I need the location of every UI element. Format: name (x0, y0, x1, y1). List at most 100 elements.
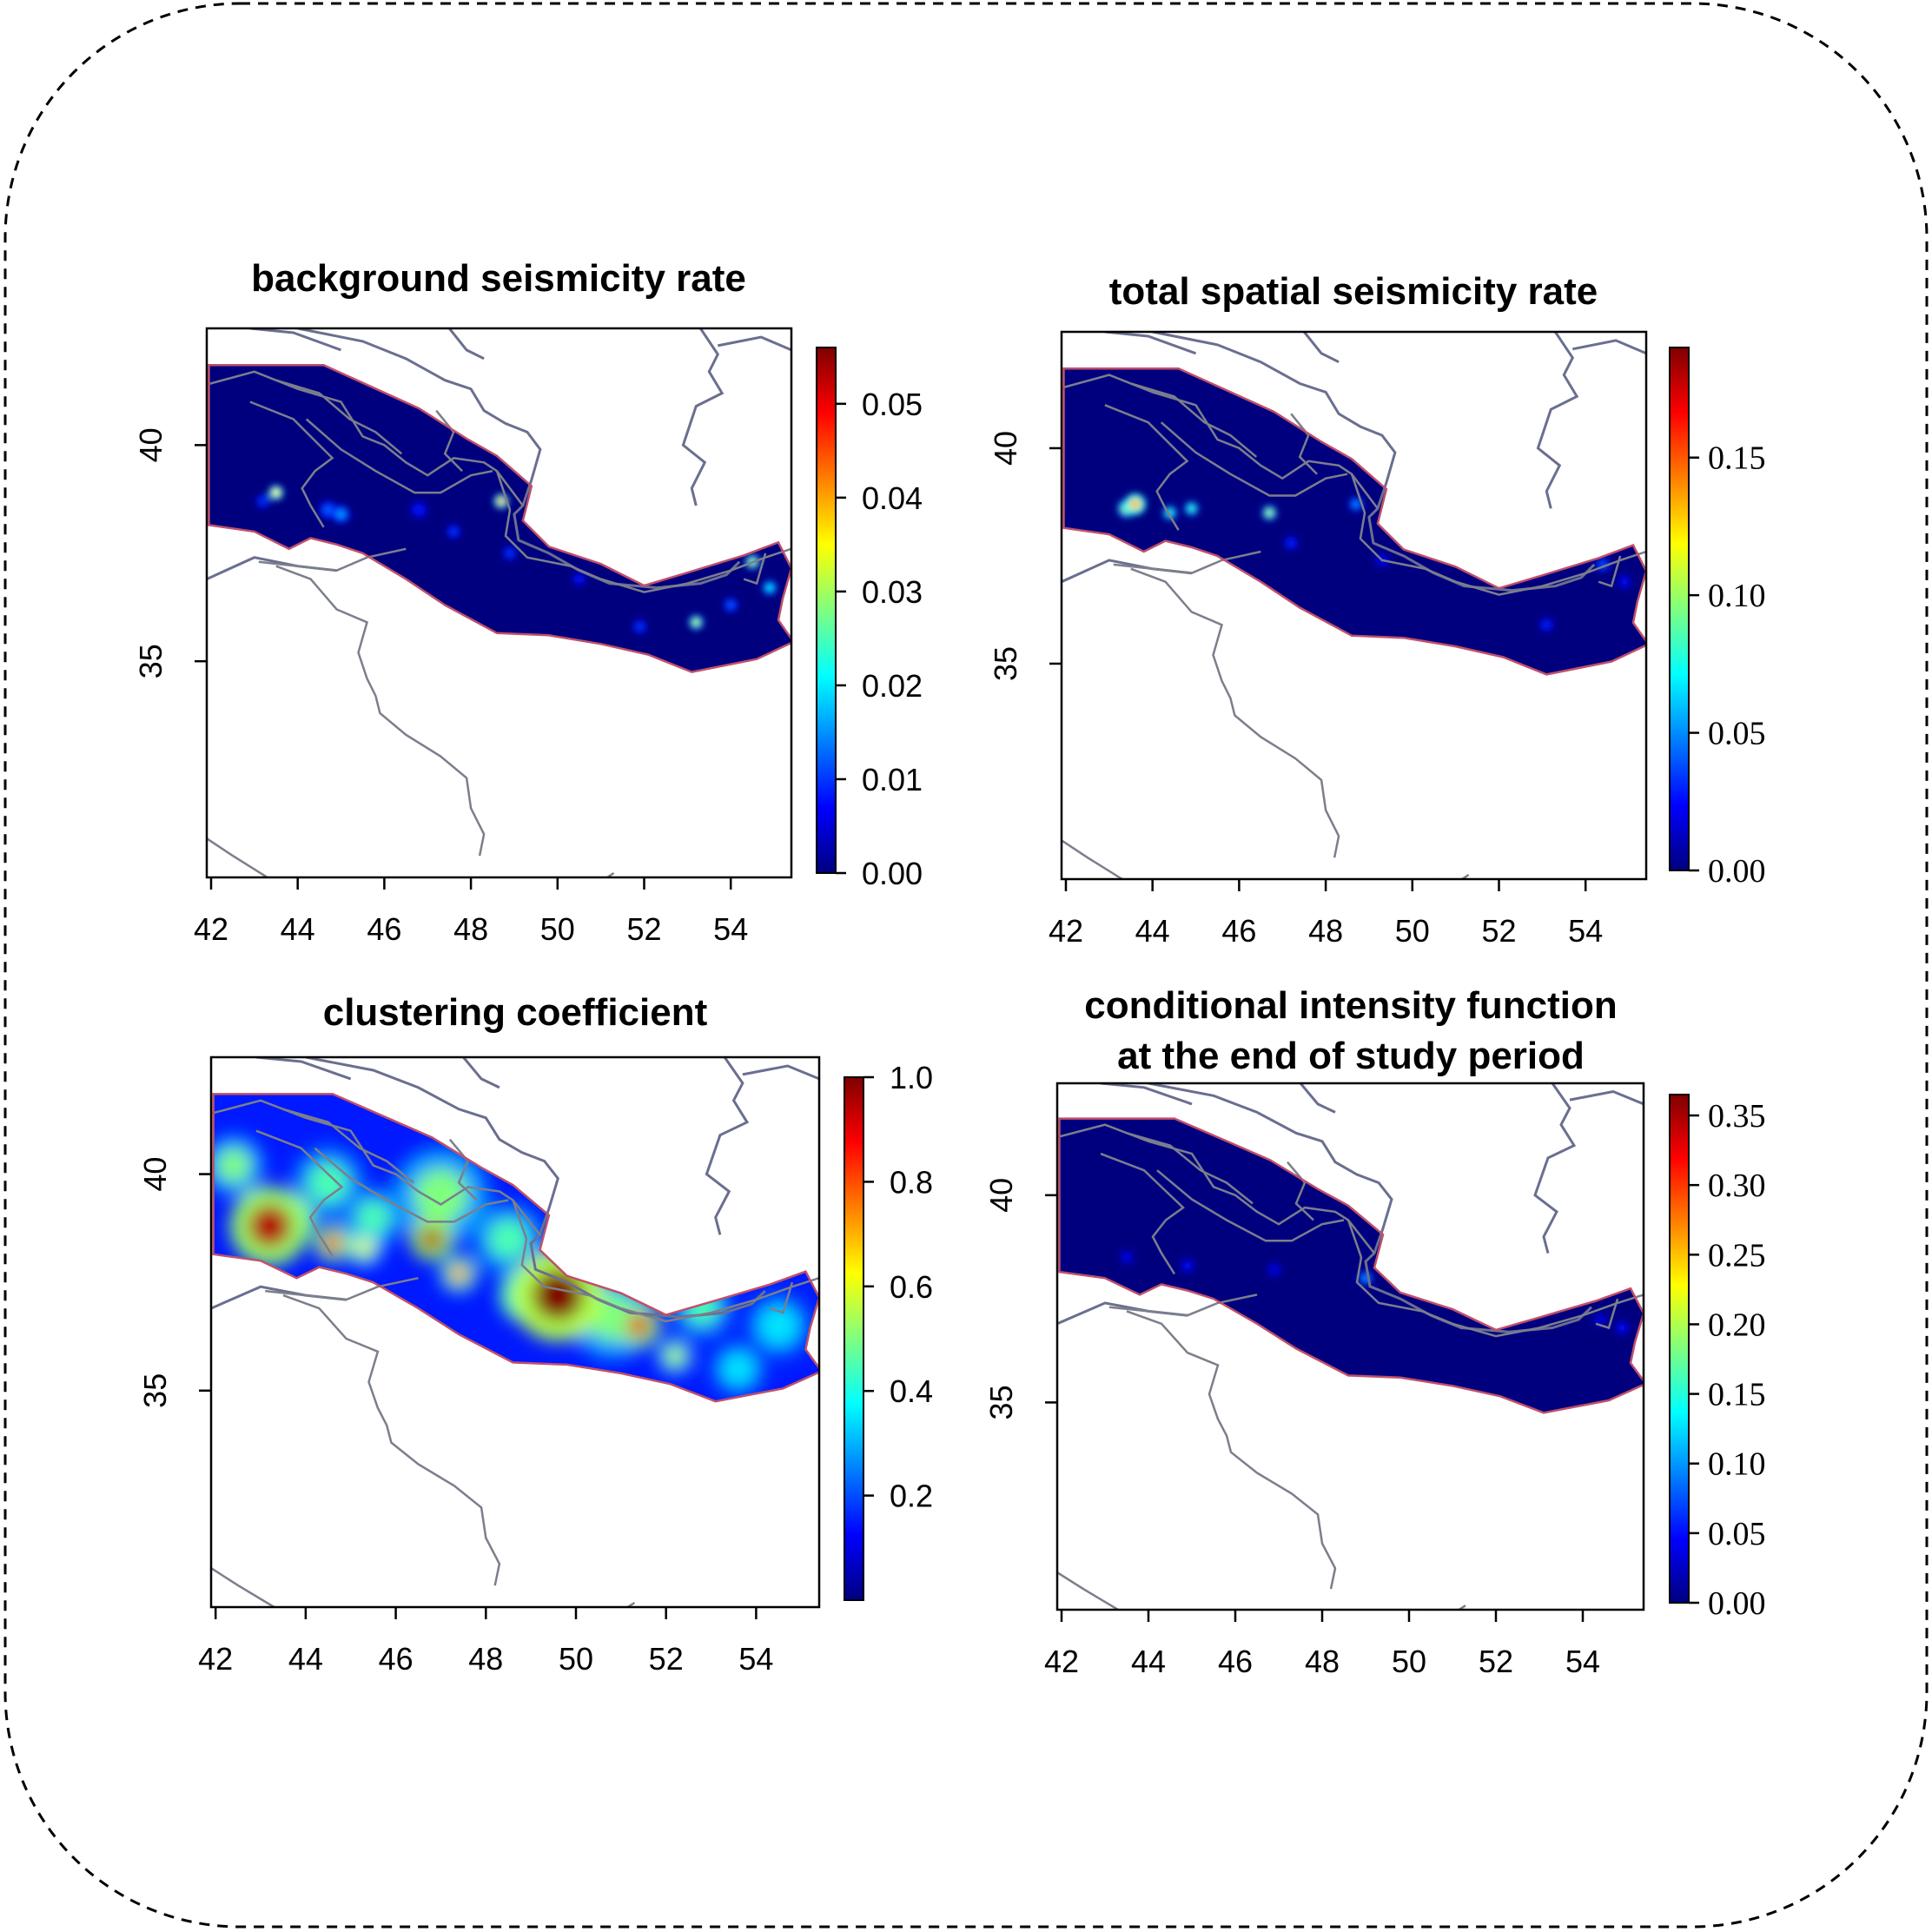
hotspot-core (1596, 1315, 1604, 1324)
hotspot-core (487, 1219, 529, 1260)
hotspot-core (721, 1352, 756, 1386)
x-tick-label: 44 (1131, 1644, 1166, 1679)
x-tick-label: 46 (379, 1641, 414, 1677)
country-boundary (495, 470, 791, 593)
x-tick-label: 52 (1479, 1644, 1513, 1679)
coastline (681, 328, 724, 506)
hotspot-core (1287, 539, 1295, 547)
colorbar: 0.2 0.4 0.6 0.8 1.0 (844, 1060, 933, 1601)
country-boundary (1350, 473, 1646, 596)
coastline (705, 1057, 750, 1235)
country-boundary (1287, 1161, 1314, 1221)
country-boundary (435, 409, 463, 473)
coastline (1533, 1083, 1577, 1254)
country-boundary (1108, 1294, 1258, 1317)
country-boundary (249, 400, 334, 528)
country-boundary (207, 370, 524, 506)
colorbar-tick-label: 0.05 (1708, 716, 1766, 752)
colorbar-tick-label: 0.8 (890, 1164, 933, 1200)
chart-title: conditional intensity function (1084, 984, 1618, 1027)
chart-subtitle: at the end of study period (1117, 1035, 1585, 1077)
hotspot-core (449, 527, 458, 536)
colorbar-tick-label: 0.20 (1708, 1307, 1766, 1343)
hotspot-core (626, 1313, 652, 1338)
map-lines (1057, 1083, 1644, 1610)
chart-title: background seismicity rate (251, 257, 746, 300)
country-boundary (1595, 1298, 1619, 1330)
plot-frame (1055, 1082, 1645, 1611)
country-boundary (598, 1601, 636, 1607)
hotspot-core (272, 488, 281, 497)
country-boundary (1156, 1169, 1345, 1242)
hotspot-core (248, 1204, 292, 1248)
study-region-outline (212, 1093, 819, 1403)
hotspot-core (758, 1305, 799, 1346)
hotspot-core (726, 600, 735, 609)
x-tick-label: 52 (626, 911, 661, 947)
country-boundary (1130, 567, 1340, 858)
country-boundary (579, 871, 615, 877)
country-boundary (314, 1147, 509, 1223)
hotspot-core (636, 622, 645, 631)
hotspot-core (308, 1162, 349, 1203)
hotspot-core (497, 497, 506, 506)
country-boundary (1100, 1152, 1185, 1275)
hotspot-core (1542, 620, 1551, 629)
coastline (255, 1057, 352, 1081)
coastline (1536, 332, 1579, 509)
study-region-outline (208, 364, 791, 673)
hotspot-core (259, 497, 268, 506)
colorbar-tick-label: 0.15 (1708, 440, 1766, 477)
hotspot-core (448, 1263, 469, 1284)
country-boundary (1057, 1571, 1119, 1610)
colorbar-gradient (844, 1076, 864, 1601)
country-boundary (282, 1294, 501, 1586)
colorbar-tick-label: 0.10 (1708, 578, 1766, 614)
chart-title: total spatial seismicity rate (1109, 270, 1598, 313)
x-tick-label: 50 (1392, 1644, 1426, 1679)
country-boundary (1062, 374, 1379, 510)
hotspot-core (420, 1227, 444, 1251)
hotspot-core (354, 1237, 374, 1258)
hotspot-core (533, 1269, 584, 1321)
hotspot-core (1265, 508, 1274, 517)
colorbar-tick-label: 1.0 (890, 1060, 933, 1095)
colorbar-tick-label: 0.00 (1708, 1585, 1766, 1622)
x-tick-label: 44 (1135, 913, 1170, 949)
country-boundary (305, 418, 493, 494)
x-tick-label: 46 (1218, 1644, 1253, 1679)
x-tick-label: 52 (649, 1641, 684, 1677)
colorbar-tick-label: 0.25 (1708, 1237, 1766, 1274)
y-tick-label: 40 (133, 427, 169, 462)
coastline (1299, 1083, 1336, 1114)
country-boundary (1057, 1123, 1375, 1254)
hotspot-core (575, 575, 584, 584)
country-boundary (275, 379, 403, 455)
country-boundary (1160, 421, 1348, 497)
coastline (1572, 339, 1646, 355)
country-boundary (743, 552, 767, 586)
hotspot-core (1618, 1324, 1626, 1333)
y-tick-label: 35 (137, 1373, 173, 1408)
country-boundary (255, 1129, 344, 1257)
coastline (448, 328, 485, 361)
map-lines (207, 328, 791, 877)
x-tick-label: 42 (194, 911, 228, 947)
map-lines (211, 1057, 819, 1607)
country-boundary (265, 1276, 419, 1301)
coastline (1100, 1083, 1193, 1106)
colorbar-tick-label: 0.4 (890, 1373, 933, 1409)
coastline (1569, 1089, 1644, 1106)
coastline (1104, 332, 1197, 355)
x-tick-label: 42 (1049, 913, 1083, 949)
y-tick-label: 35 (133, 644, 169, 678)
map-lines (1062, 332, 1646, 879)
coastline (1148, 1083, 1593, 1333)
coastline (742, 1064, 819, 1081)
x-tick-label: 48 (453, 911, 488, 947)
coastline (297, 328, 741, 590)
x-tick-label: 44 (281, 911, 315, 947)
country-boundary (275, 565, 486, 857)
hotspot-core (691, 618, 700, 626)
